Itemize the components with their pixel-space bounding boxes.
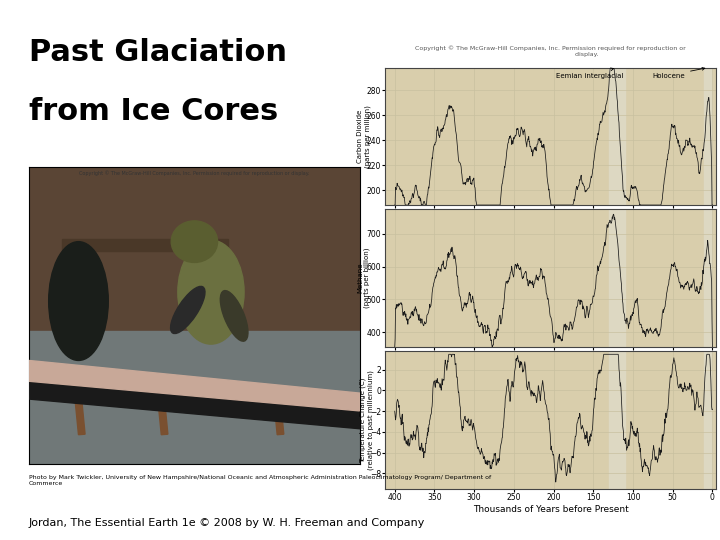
Y-axis label: Carbon Dioxide
(parts per million): Carbon Dioxide (parts per million) (357, 105, 371, 168)
Text: Eemian interglacial: Eemian interglacial (556, 68, 623, 78)
Ellipse shape (220, 291, 248, 341)
Y-axis label: Temperature Change (C)
(relative to past millennium): Temperature Change (C) (relative to past… (360, 370, 374, 470)
Text: from Ice Cores: from Ice Cores (29, 97, 278, 126)
Circle shape (171, 221, 217, 262)
Text: Holocene: Holocene (652, 68, 705, 78)
Bar (157, 390, 168, 435)
Text: Past Glaciation: Past Glaciation (29, 38, 287, 67)
Polygon shape (29, 381, 360, 429)
Text: Jordan, The Essential Earth 1e © 2008 by W. H. Freeman and Company: Jordan, The Essential Earth 1e © 2008 by… (29, 518, 426, 528)
Bar (62, 239, 228, 251)
Y-axis label: Methane
(parts per billion): Methane (parts per billion) (357, 248, 370, 308)
Bar (609, 210, 625, 347)
Bar (703, 351, 712, 489)
Text: Copyright © The McGraw-Hill Companies, Inc. Permission required for reproduction: Copyright © The McGraw-Hill Companies, I… (415, 45, 686, 57)
Bar (609, 351, 625, 489)
Bar (74, 390, 85, 435)
Bar (29, 330, 360, 464)
Bar (29, 167, 360, 330)
Bar (609, 68, 625, 205)
Ellipse shape (178, 240, 244, 344)
Bar (703, 68, 712, 205)
Ellipse shape (49, 241, 108, 361)
Text: Photo by Mark Twickler, University of New Hampshire/National Oceanic and Atmosph: Photo by Mark Twickler, University of Ne… (29, 475, 491, 486)
Ellipse shape (171, 286, 205, 334)
Polygon shape (29, 361, 360, 411)
Text: Copyright © The McGraw-Hill Companies, Inc. Permission required for reproduction: Copyright © The McGraw-Hill Companies, I… (79, 171, 310, 176)
Bar (703, 210, 712, 347)
X-axis label: Thousands of Years before Present: Thousands of Years before Present (473, 505, 629, 514)
Bar (273, 390, 284, 435)
